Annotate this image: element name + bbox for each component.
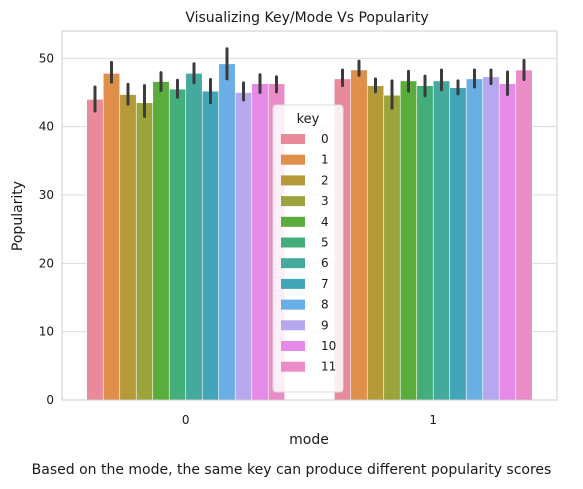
legend-swatch [281, 278, 305, 289]
legend-label: 4 [321, 215, 329, 229]
y-tick-label: 20 [39, 256, 54, 270]
bar [251, 83, 269, 401]
legend-swatch [281, 341, 305, 351]
y-tick-label: 0 [46, 393, 54, 407]
legend-label: 9 [321, 318, 329, 332]
y-tick-label: 10 [39, 325, 54, 339]
legend-swatch [281, 154, 305, 165]
x-tick-label: 0 [182, 413, 190, 427]
legend-label: 6 [321, 256, 329, 270]
legend-label: 2 [321, 173, 329, 187]
error-bars [93, 47, 526, 118]
bar [86, 99, 104, 401]
legend-title: key [297, 112, 320, 127]
legend-swatch [281, 320, 305, 331]
bar [201, 90, 220, 401]
legend-label: 7 [321, 277, 329, 291]
y-tick-label: 50 [39, 51, 54, 65]
bar [399, 80, 418, 401]
legend-label: 1 [321, 153, 329, 167]
bar [482, 76, 500, 401]
bar [498, 83, 517, 401]
legend: key 0 1 2 3 4 5 6 7 8 9 10 11 [272, 104, 344, 393]
bar [168, 88, 187, 401]
bar [366, 85, 385, 401]
bar [515, 69, 533, 401]
chart-canvas: Visualizing Key/Mode Vs Popularity 01020… [10, 10, 558, 448]
legend-swatch [281, 134, 305, 144]
legend-label: 10 [321, 339, 336, 353]
bar [449, 87, 467, 401]
bar [135, 102, 154, 401]
bar [465, 78, 484, 401]
bar [119, 94, 137, 401]
legend-swatch [281, 258, 305, 269]
bar [350, 69, 368, 401]
legend-label: 8 [321, 298, 329, 312]
legend-label: 11 [321, 360, 336, 374]
bar [102, 73, 121, 401]
legend-swatch [281, 196, 305, 207]
bar [432, 80, 451, 401]
chart-caption: Based on the mode, the same key can prod… [31, 462, 552, 478]
y-axis-label: Popularity [10, 181, 26, 251]
y-tick-label: 30 [39, 188, 54, 202]
bar [185, 73, 203, 401]
legend-items: 0 1 2 3 4 5 6 7 8 9 10 11 [281, 132, 336, 374]
bar [383, 94, 401, 401]
chart-title: Visualizing Key/Mode Vs Popularity [185, 10, 428, 26]
legend-swatch [281, 237, 305, 248]
legend-swatch [281, 175, 305, 186]
bar [234, 92, 253, 401]
bar [152, 81, 170, 401]
y-tick-label: 40 [39, 120, 54, 134]
legend-swatch [281, 299, 305, 310]
x-axis-label: mode [289, 432, 329, 448]
legend-label: 0 [321, 132, 329, 146]
bar [416, 85, 434, 401]
legend-label: 3 [321, 194, 329, 208]
plot-frame [61, 30, 558, 401]
legend-label: 5 [321, 236, 329, 250]
x-tick-label: 1 [429, 413, 437, 427]
legend-swatch [281, 361, 305, 372]
y-axis-ticks: 0 10 20 30 40 50 [39, 51, 54, 407]
bar [218, 63, 236, 401]
legend-swatch [281, 216, 305, 227]
bars [86, 63, 533, 401]
